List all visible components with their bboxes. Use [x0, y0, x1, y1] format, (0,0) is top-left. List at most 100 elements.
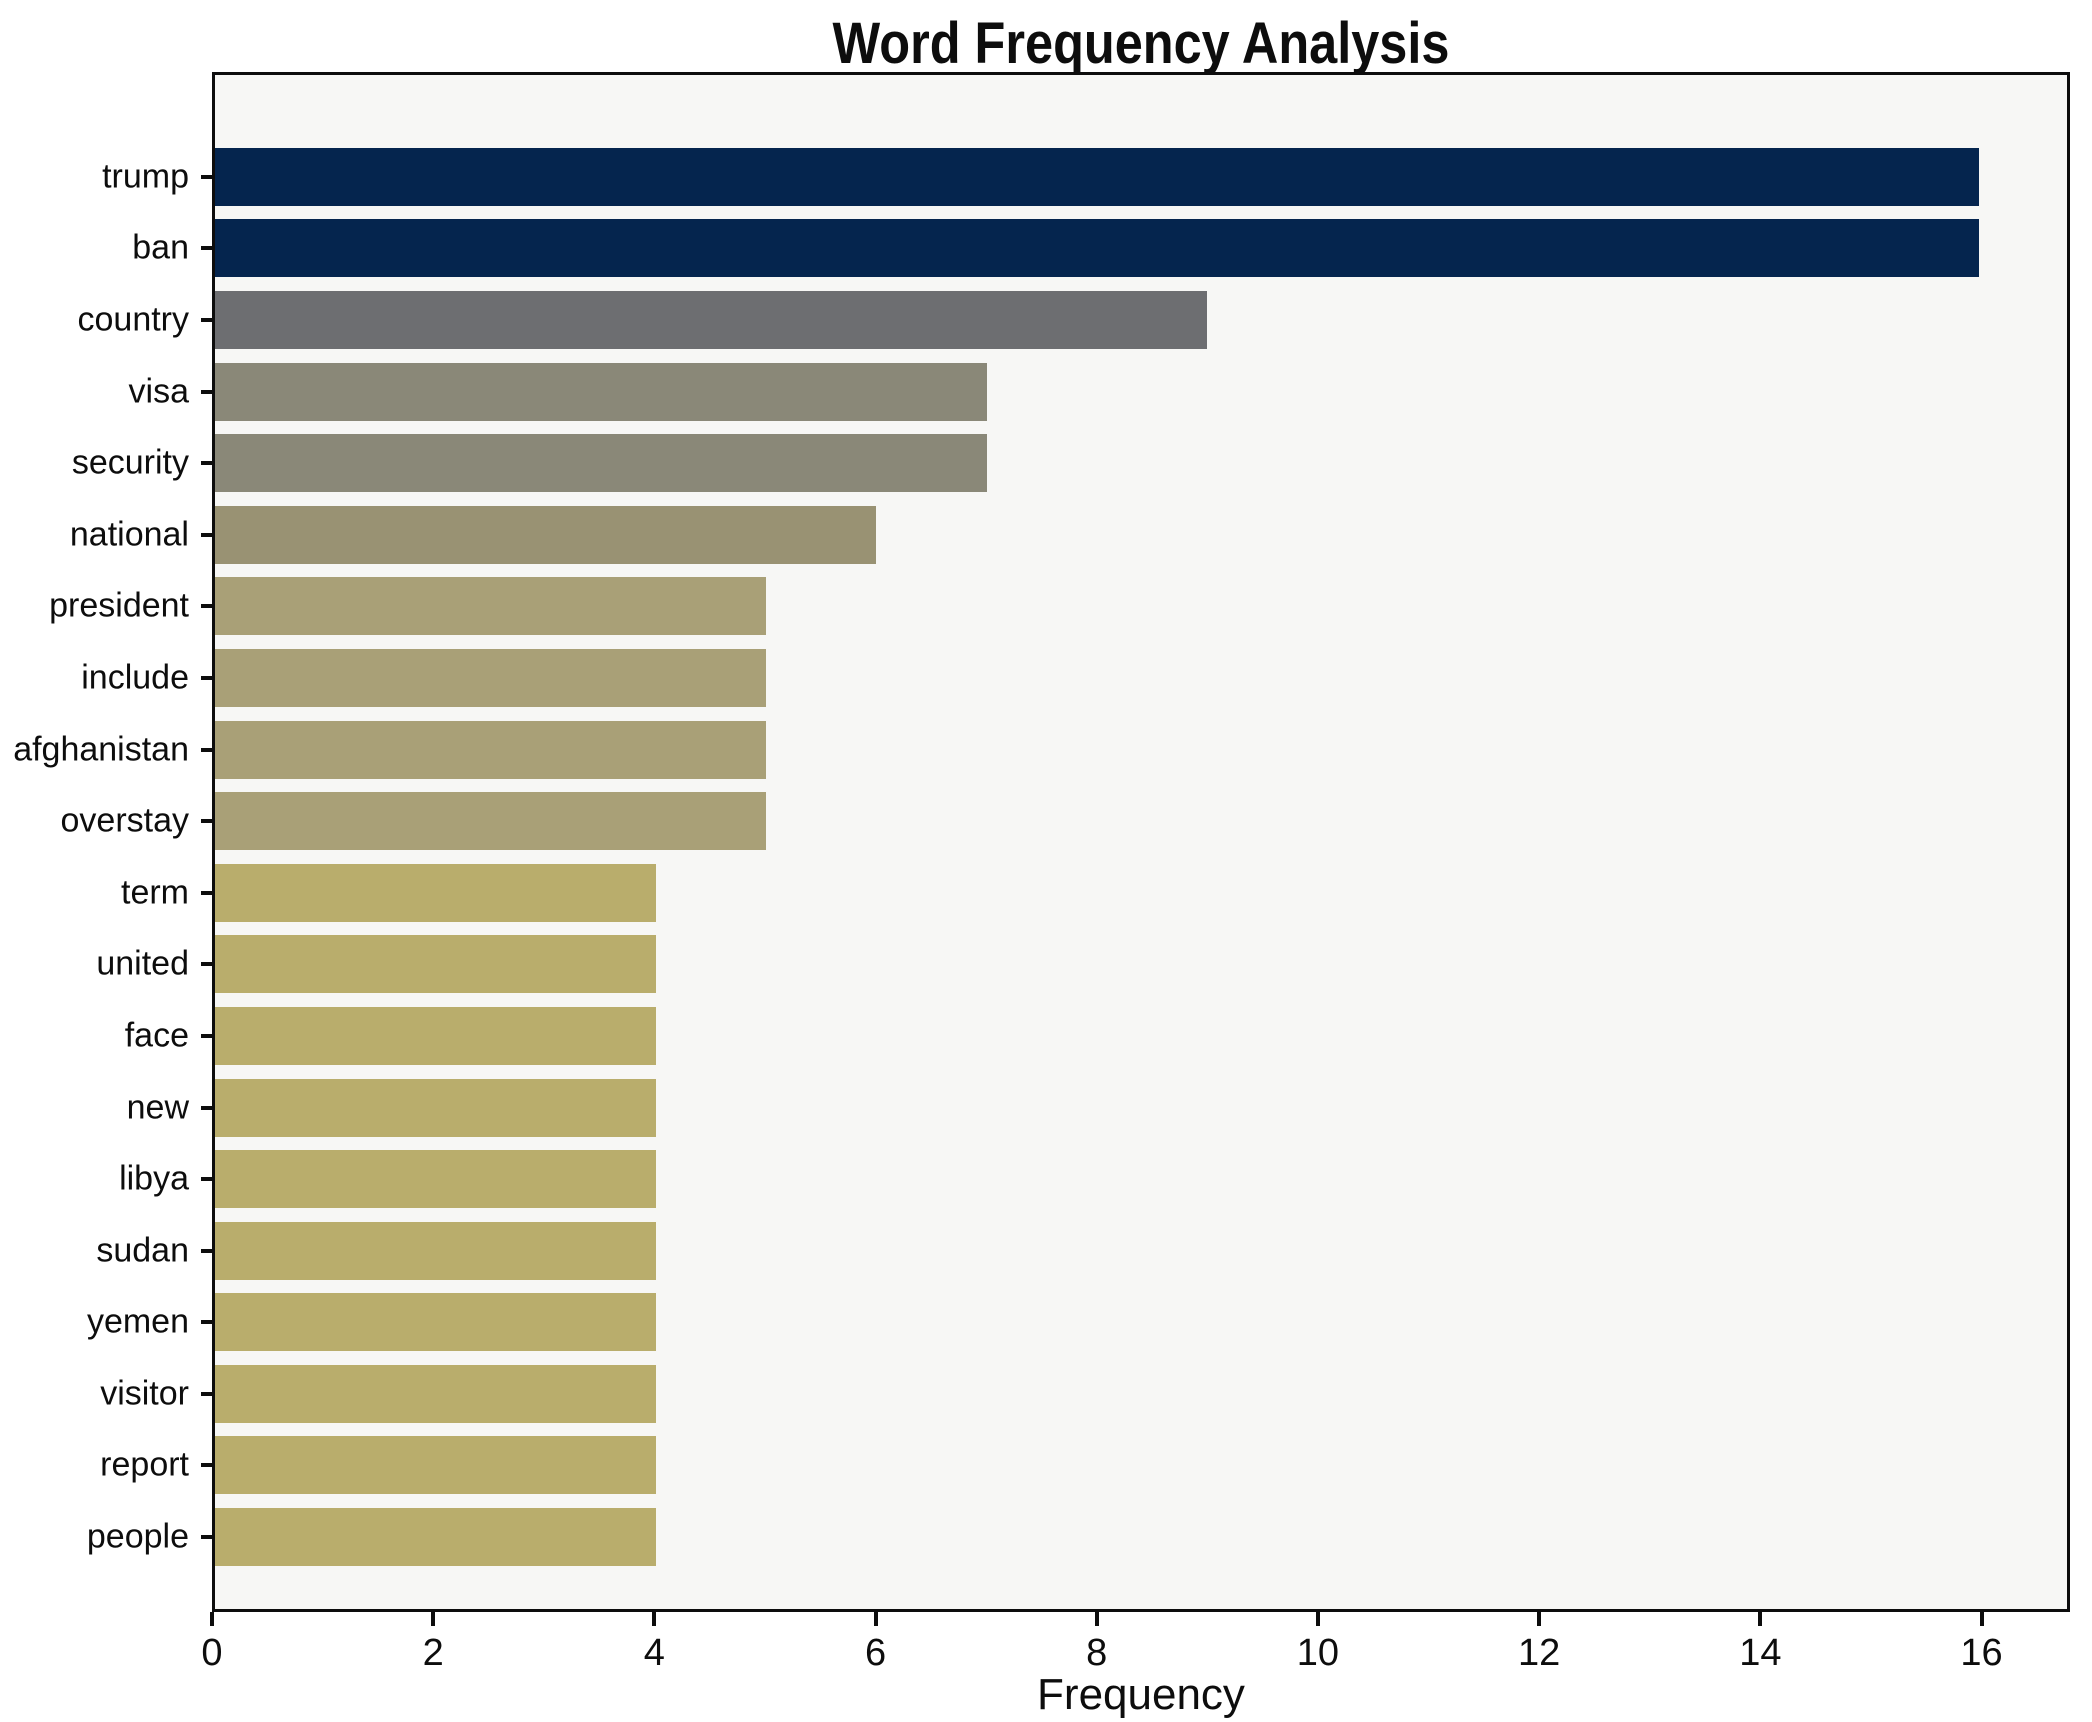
bar-row: trump — [102, 141, 2067, 213]
bar-people — [215, 1508, 656, 1567]
y-tick-label: include — [81, 658, 189, 697]
y-tick-mark — [201, 819, 212, 824]
y-tick-mark — [201, 1391, 212, 1396]
y-tick-label: president — [49, 586, 189, 625]
y-tick-label: national — [69, 515, 189, 554]
bar-report — [215, 1436, 656, 1495]
y-tick-mark — [201, 1248, 212, 1253]
x-tick-mark — [1315, 1612, 1320, 1626]
y-tick-mark — [201, 962, 212, 967]
y-tick-mark — [201, 1463, 212, 1468]
bar-row: yemen — [87, 1287, 2067, 1359]
x-tick-mark — [652, 1612, 657, 1626]
x-tick-label: 4 — [643, 1632, 665, 1674]
y-tick-mark — [201, 1105, 212, 1110]
bar-face — [215, 1006, 656, 1065]
y-tick-label: sudan — [96, 1231, 189, 1270]
bar-row: visa — [129, 356, 2067, 428]
y-tick-label: libya — [119, 1159, 189, 1198]
x-tick-mark — [1758, 1612, 1763, 1626]
x-tick-label: 10 — [1296, 1632, 1340, 1674]
x-tick-mark — [431, 1612, 436, 1626]
x-tick-mark — [1094, 1612, 1099, 1626]
bar-row: afghanistan — [13, 714, 2067, 786]
y-tick-label: visitor — [100, 1374, 189, 1413]
bar-trump — [215, 147, 1979, 206]
bar-row: libya — [119, 1143, 2067, 1215]
y-tick-mark — [201, 1320, 212, 1325]
y-tick-mark — [201, 1535, 212, 1540]
y-tick-label: visa — [128, 372, 189, 411]
bar-include — [215, 648, 767, 707]
y-tick-mark — [201, 532, 212, 537]
y-tick-mark — [201, 461, 212, 466]
bar-ban — [215, 219, 1979, 278]
chart-title: Word Frequency Analysis — [832, 11, 1450, 76]
bar-row: president — [49, 571, 2067, 643]
y-tick-label: report — [100, 1445, 189, 1484]
x-axis-ticks: 0 2 4 6 8 10 12 14 16 — [201, 1612, 2070, 1682]
plot-area: trump ban country visa security national presi… — [13, 72, 2070, 1612]
y-tick-label: term — [121, 873, 189, 912]
x-tick-label: 2 — [422, 1632, 444, 1674]
y-tick-mark — [201, 747, 212, 752]
bar-row: united — [96, 929, 2067, 1001]
bar-security — [215, 434, 987, 493]
bar-term — [215, 863, 656, 922]
y-tick-mark — [201, 1177, 212, 1182]
x-axis-label: Frequency — [1037, 1670, 1245, 1719]
bar-united — [215, 935, 656, 994]
y-tick-label: yemen — [86, 1302, 189, 1341]
bar-visitor — [215, 1364, 656, 1423]
bar-overstay — [215, 792, 767, 851]
bar-country — [215, 290, 1208, 349]
y-tick-mark — [201, 604, 212, 609]
bar-afghanistan — [215, 720, 767, 779]
x-tick-mark — [210, 1612, 214, 1626]
x-tick-label: 14 — [1739, 1632, 1782, 1674]
bar-sudan — [215, 1221, 656, 1280]
bar-visa — [215, 362, 987, 421]
bar-row: ban — [132, 213, 2067, 285]
y-tick-label: afghanistan — [13, 730, 189, 769]
y-tick-label: overstay — [60, 801, 190, 840]
bar-national — [215, 505, 877, 564]
bar-row: sudan — [96, 1215, 2067, 1287]
bar-new — [215, 1078, 656, 1137]
y-tick-label: new — [126, 1088, 189, 1127]
bar-yemen — [215, 1293, 656, 1352]
y-tick-mark — [201, 675, 212, 680]
bar-row: national — [70, 499, 2067, 571]
y-tick-mark — [201, 389, 212, 394]
bar-row: visitor — [100, 1358, 2067, 1430]
bar-row: new — [127, 1072, 2067, 1144]
y-tick-mark — [201, 174, 212, 179]
bar-row: overstay — [61, 785, 2067, 857]
bars-area: trump ban country visa security national presi… — [13, 75, 2067, 1609]
x-tick-mark — [1979, 1612, 1984, 1626]
y-tick-mark — [201, 890, 212, 895]
bar-president — [215, 577, 767, 636]
bar-row: include — [81, 642, 2067, 714]
y-tick-label: united — [96, 944, 189, 983]
y-tick-label: ban — [132, 228, 189, 267]
y-tick-label: trump — [102, 157, 189, 196]
y-tick-label: face — [124, 1016, 189, 1055]
x-tick-label: 8 — [1086, 1632, 1108, 1674]
x-tick-label: 12 — [1518, 1632, 1561, 1674]
x-tick-label: 16 — [1960, 1632, 2003, 1674]
y-tick-label: people — [86, 1517, 189, 1556]
bar-row: security — [72, 427, 2067, 499]
x-tick-mark — [873, 1612, 878, 1626]
x-tick-label: 6 — [864, 1632, 887, 1674]
bar-row: term — [121, 857, 2067, 929]
bar-row: country — [78, 284, 2067, 356]
x-tick-mark — [1537, 1612, 1542, 1626]
bar-row: people — [87, 1501, 2067, 1573]
bar-libya — [215, 1150, 656, 1209]
y-tick-label: country — [77, 300, 190, 339]
y-tick-mark — [201, 317, 212, 322]
y-tick-mark — [201, 1033, 212, 1038]
bar-row: report — [100, 1430, 2067, 1502]
